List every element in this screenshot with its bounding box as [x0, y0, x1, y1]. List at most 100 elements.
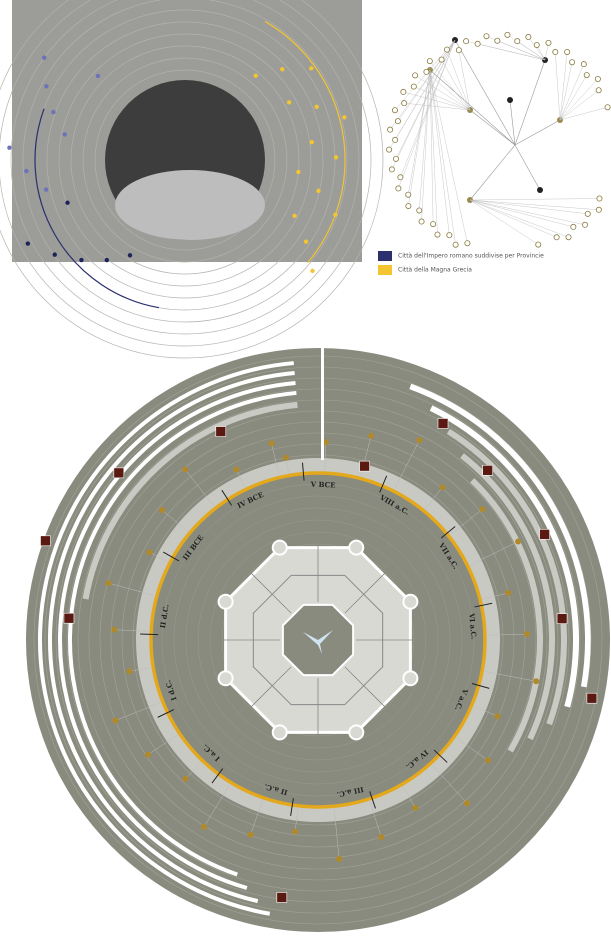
leaf-link	[559, 51, 568, 121]
leaf	[569, 59, 576, 66]
dot-yellow	[316, 188, 321, 194]
ring	[132, 454, 504, 826]
ring	[82, 57, 288, 263]
century-tick	[211, 768, 224, 784]
leaf-link	[403, 91, 471, 111]
white-arc	[58, 380, 296, 890]
leaf-link	[559, 74, 587, 121]
marker-link	[456, 738, 488, 761]
leaf-link	[458, 50, 471, 111]
leaf	[405, 191, 412, 198]
inner-ring	[197, 519, 439, 761]
square-marker	[63, 612, 75, 624]
leaf	[581, 221, 588, 228]
marker-dot	[247, 831, 254, 838]
dot-blue	[104, 257, 110, 263]
marker-link	[487, 633, 527, 636]
leaf-link	[397, 39, 456, 122]
leaf	[386, 146, 393, 153]
leaf	[564, 48, 571, 55]
square-marker	[482, 464, 494, 476]
century-tick	[221, 489, 233, 506]
marker-link	[161, 509, 188, 532]
century-label: V BCE	[310, 480, 336, 490]
leaf	[434, 231, 441, 238]
marker-link	[115, 702, 161, 721]
leaf	[494, 37, 501, 44]
leaf	[443, 46, 450, 53]
century-label: II d.C.	[158, 604, 171, 629]
ring	[77, 399, 559, 881]
leaf-link	[469, 199, 588, 215]
marker-dot	[412, 804, 419, 811]
marker-dot	[464, 800, 471, 807]
inner-ring	[161, 483, 475, 797]
leaf-link	[477, 43, 546, 61]
leaf	[410, 83, 417, 90]
marker-dot	[523, 631, 530, 638]
branch	[469, 144, 516, 201]
center-figure	[303, 630, 333, 654]
marker-link	[203, 784, 230, 828]
leaf	[438, 56, 445, 63]
marker-dot	[479, 506, 486, 513]
ring	[121, 443, 515, 837]
marker-link	[129, 667, 151, 672]
marker-link	[369, 801, 382, 838]
tower	[217, 593, 234, 610]
leaf-link	[528, 36, 546, 61]
marker-link	[250, 800, 263, 835]
leaf-link	[469, 199, 586, 225]
branch	[469, 109, 516, 146]
leaf	[397, 174, 404, 181]
leaf	[387, 126, 394, 133]
leaf	[552, 49, 559, 56]
leaf	[584, 210, 591, 217]
leaf	[395, 185, 402, 192]
tower	[348, 539, 365, 556]
leaf	[474, 40, 481, 47]
leaf	[464, 240, 471, 247]
century-tick	[301, 462, 305, 481]
marker-link	[334, 809, 340, 860]
leaf-link	[426, 71, 471, 111]
marker-dot	[182, 775, 189, 782]
marker-dot	[515, 538, 522, 545]
ring	[66, 388, 570, 892]
dot-yellow	[253, 73, 258, 78]
dot-yellow	[280, 67, 285, 72]
ring	[44, 366, 592, 914]
leaf-link	[559, 78, 599, 121]
marker-dot	[505, 589, 512, 596]
marker-link	[185, 469, 214, 507]
marker-link	[108, 582, 155, 596]
dot-blue	[25, 241, 31, 246]
marker-dot	[233, 466, 240, 473]
leaf-link	[429, 69, 438, 235]
leaf-link	[419, 69, 431, 211]
leaf	[400, 88, 407, 95]
leaf	[570, 223, 577, 230]
marker-dot	[200, 823, 207, 830]
leaf-link	[404, 102, 471, 111]
leaf	[391, 107, 398, 114]
leaf	[580, 61, 587, 68]
square-marker	[586, 692, 598, 704]
dot-yellow	[309, 139, 314, 145]
leaf-link	[408, 69, 431, 207]
leaf	[423, 68, 430, 75]
marker-dot	[282, 454, 289, 461]
ring	[110, 432, 526, 848]
leaf	[455, 47, 462, 54]
dot-blue	[79, 257, 84, 263]
dot-yellow	[333, 155, 339, 160]
leaf-link	[429, 69, 434, 225]
white-arc	[460, 453, 555, 741]
inner-band	[136, 458, 500, 822]
leaf	[418, 218, 425, 225]
marker-link	[484, 671, 537, 682]
radial-map-chart	[0, 0, 384, 359]
dot-yellow	[342, 115, 347, 120]
